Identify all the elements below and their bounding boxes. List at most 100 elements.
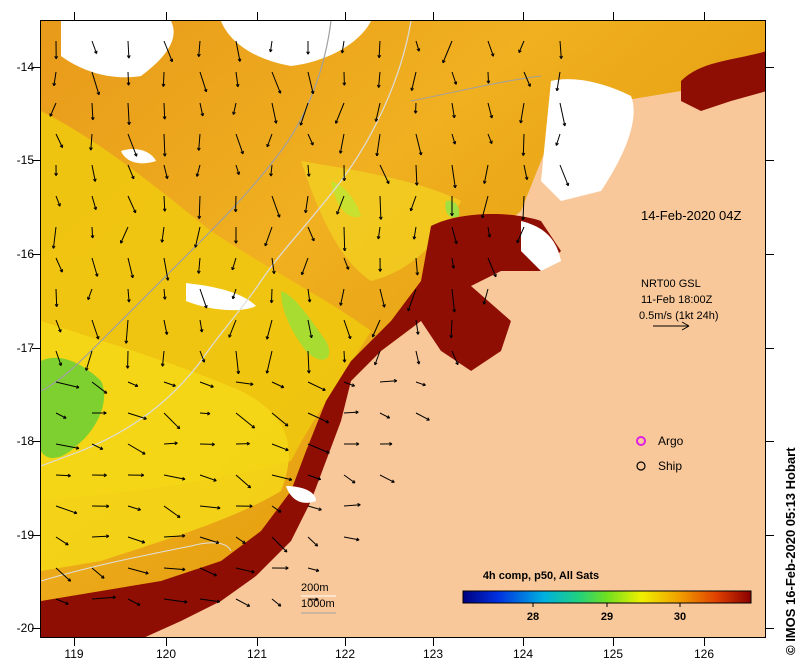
- sst-map-canvas: 14-Feb-2020 04Z NRT00 GSL 11-Feb 18:00Z …: [41, 21, 765, 637]
- current-vector: [91, 257, 98, 277]
- current-vector-head: [312, 90, 315, 94]
- current-vector: [343, 411, 359, 414]
- x-tick-mark: [523, 12, 524, 20]
- current-vector-head: [105, 534, 110, 537]
- current-vector: [127, 505, 141, 511]
- isobath-200m-label: 200m: [301, 582, 329, 594]
- y-tick-mark: [32, 628, 40, 629]
- x-tick-mark: [433, 638, 434, 646]
- current-vector: [307, 381, 326, 391]
- current-vector-head: [286, 423, 289, 427]
- current-vector: [556, 71, 561, 91]
- current-vector: [231, 257, 237, 271]
- current-vector: [341, 40, 345, 54]
- y-tick-mark: [766, 160, 774, 161]
- current-vector-head: [66, 601, 69, 605]
- current-vector: [270, 164, 273, 177]
- current-vector: [163, 567, 186, 571]
- current-vector-head: [164, 296, 167, 300]
- current-vector: [91, 102, 94, 120]
- current-vector: [271, 195, 281, 218]
- current-vector: [343, 504, 361, 507]
- current-vector-head: [207, 411, 211, 415]
- ship-marker: [636, 461, 646, 471]
- sst-warm-northeast: [681, 51, 765, 111]
- current-vector: [487, 71, 489, 84]
- current-vector: [271, 443, 289, 451]
- y-tick-mark: [766, 348, 774, 349]
- current-vector: [343, 474, 356, 484]
- current-vector-head: [178, 514, 181, 518]
- current-vector: [85, 350, 93, 371]
- current-vectors: [49, 40, 570, 607]
- current-vector-head: [69, 578, 72, 582]
- current-vector: [271, 412, 289, 427]
- current-vector-head: [279, 509, 282, 513]
- current-vector: [307, 536, 318, 547]
- current-vector-head: [522, 217, 526, 221]
- current-vector: [415, 350, 420, 365]
- current-vector-head: [266, 144, 270, 148]
- y-tick-mark: [766, 441, 774, 442]
- current-vector-head: [198, 270, 201, 274]
- current-vector-head: [301, 272, 305, 276]
- current-vector-head: [353, 479, 356, 484]
- current-vector-head: [55, 55, 59, 60]
- current-vector-head: [76, 385, 80, 388]
- current-vector-head: [308, 173, 311, 177]
- current-vector-head: [418, 48, 421, 52]
- current-vector-head: [454, 184, 457, 188]
- current-vector-head: [266, 336, 270, 340]
- current-vector-head: [456, 240, 458, 244]
- current-vector: [91, 226, 94, 239]
- current-vector-head: [416, 182, 419, 186]
- x-tick-mark: [613, 12, 614, 20]
- current-vector-head: [211, 442, 215, 445]
- current-vector-head: [232, 296, 236, 300]
- current-vector-head: [249, 504, 253, 507]
- current-vector: [415, 133, 422, 156]
- current-vector: [163, 195, 166, 212]
- current-vector: [235, 536, 246, 544]
- sst-green-patch-north: [331, 181, 361, 218]
- current-vector-head: [315, 597, 319, 600]
- current-vector: [199, 350, 205, 363]
- current-vector-head: [555, 143, 559, 146]
- current-vector: [379, 195, 382, 220]
- current-vector-head: [67, 473, 71, 477]
- current-vector: [91, 381, 108, 394]
- current-vector: [194, 226, 201, 248]
- current-vector-head: [231, 267, 235, 271]
- current-vector: [415, 164, 418, 186]
- current-vector-head: [335, 121, 339, 124]
- current-vector-head: [55, 172, 58, 176]
- current-vector-head: [106, 504, 110, 507]
- current-vector-head: [355, 410, 359, 413]
- current-vector: [163, 257, 169, 281]
- current-vector-head: [442, 60, 446, 64]
- current-vector: [55, 474, 71, 477]
- argo-legend-label: Argo: [658, 434, 684, 448]
- current-vector: [163, 598, 188, 603]
- current-vector: [307, 474, 321, 480]
- current-vector: [335, 102, 345, 124]
- current-vector: [163, 412, 181, 430]
- sst-cool-band-2: [41, 321, 289, 571]
- current-vector-head: [201, 329, 204, 333]
- current-vector-head: [564, 122, 567, 127]
- current-vector-head: [164, 153, 167, 157]
- current-vector: [199, 567, 217, 577]
- current-vector: [127, 71, 130, 86]
- current-vector: [127, 381, 139, 387]
- current-vector-head: [174, 441, 178, 444]
- current-vector: [379, 412, 390, 419]
- current-vector-head: [350, 335, 352, 339]
- y-tick-mark: [766, 67, 774, 68]
- current-vector-head: [137, 602, 141, 606]
- current-vector: [411, 71, 417, 91]
- current-vector-head: [407, 308, 411, 312]
- current-vector-head: [453, 114, 456, 118]
- current-vector-head: [285, 549, 288, 553]
- current-vector: [163, 40, 173, 62]
- x-tick-mark: [74, 638, 75, 646]
